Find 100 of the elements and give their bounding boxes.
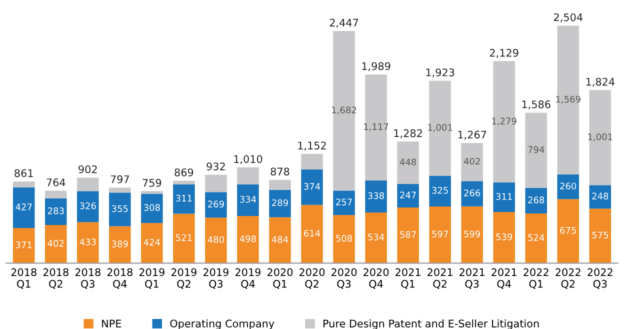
data-label: 1,682 [332, 106, 356, 114]
x-tick-label: 2021 Q3 [460, 268, 484, 289]
total-label: 764 [46, 178, 66, 186]
data-label: 534 [368, 234, 384, 240]
x-tick-label: 2022 Q2 [556, 268, 580, 289]
data-label: 325 [432, 186, 448, 194]
total-label: 1,267 [458, 130, 486, 140]
bar [237, 216, 259, 264]
data-label: 402 [464, 158, 480, 165]
bar [141, 194, 163, 223]
bar [205, 218, 227, 264]
x-tick-label: 2018 Q2 [43, 268, 68, 289]
data-label: 794 [528, 146, 544, 153]
x-tick-label: 2021 Q2 [428, 268, 452, 289]
bar [141, 222, 163, 264]
data-label: 389 [112, 240, 128, 248]
data-label: 338 [368, 192, 384, 200]
bar [333, 31, 355, 191]
x-tick-label: 2020 Q1 [267, 268, 293, 289]
data-label: 599 [464, 230, 480, 238]
data-label: 1,279 [492, 118, 516, 126]
data-label: 1,001 [428, 124, 452, 132]
data-label: 334 [240, 196, 256, 203]
bar [76, 178, 99, 192]
bar [461, 181, 483, 206]
data-label: 371 [16, 241, 32, 248]
bar [557, 26, 580, 174]
data-label: 1,001 [588, 133, 612, 142]
data-label: 433 [80, 238, 96, 246]
x-tick-label: 2019 Q3 [203, 268, 228, 289]
bar [109, 192, 131, 226]
bar [397, 184, 419, 208]
total-label: 1,586 [522, 100, 550, 110]
data-label: 311 [496, 193, 512, 200]
data-label: 521 [176, 234, 192, 242]
total-label: 932 [206, 162, 225, 170]
data-label: 484 [272, 236, 288, 243]
total-label: 878 [270, 168, 290, 176]
data-label: 247 [400, 192, 416, 198]
legend-label: NPE [102, 320, 122, 328]
bar [397, 208, 419, 264]
total-label: 1,824 [586, 78, 614, 87]
x-tick-label: 2019 Q2 [171, 268, 196, 289]
data-label: 427 [16, 204, 32, 210]
data-label: 508 [336, 234, 352, 242]
data-label: 539 [496, 233, 512, 240]
x-tick-label: 2020 Q4 [364, 268, 389, 289]
bar [397, 142, 419, 184]
bar [429, 80, 451, 176]
bar [557, 174, 580, 200]
bar [44, 225, 67, 264]
total-label: 2,129 [490, 48, 518, 58]
x-tick-label: 2021 Q1 [396, 268, 420, 289]
bar [44, 190, 67, 198]
bar [173, 180, 195, 184]
data-label: 524 [528, 234, 544, 241]
legend-label: Pure Design Patent and E-Seller Litigation [324, 319, 539, 329]
bar [333, 214, 355, 264]
data-label: 266 [464, 190, 480, 196]
data-label: 424 [144, 238, 160, 246]
bar [237, 184, 259, 216]
data-label: 326 [80, 202, 96, 210]
total-label: 861 [14, 169, 33, 178]
bar [365, 180, 387, 213]
bar [141, 191, 163, 194]
bar [76, 222, 99, 264]
bar [109, 226, 131, 264]
x-tick-label: 2019 Q1 [139, 268, 164, 289]
data-label: 257 [336, 198, 352, 206]
data-label: 1,117 [364, 123, 388, 131]
bar [12, 187, 35, 228]
total-label: 759 [142, 178, 162, 187]
total-label: 869 [174, 168, 194, 176]
bar [269, 190, 291, 218]
data-label: 1,569 [556, 96, 580, 104]
total-label: 2,504 [554, 13, 582, 22]
x-tick-label: 2022 Q1 [524, 268, 548, 289]
data-label: 269 [208, 200, 224, 208]
bar [205, 192, 227, 218]
bar [301, 204, 323, 264]
bar [237, 167, 259, 184]
bar [205, 174, 227, 192]
bar [589, 208, 612, 264]
data-label: 260 [560, 182, 576, 190]
total-label: 2,447 [330, 18, 358, 28]
data-label: 248 [592, 192, 608, 200]
bar [269, 180, 291, 190]
x-tick-label: 2022 Q3 [588, 268, 612, 289]
bar [589, 185, 612, 209]
data-label: 268 [528, 196, 544, 204]
total-label: 797 [110, 175, 129, 184]
bar [365, 212, 387, 264]
x-tick-label: 2020 Q2 [300, 268, 325, 289]
data-label: 498 [240, 235, 256, 242]
bar [301, 154, 323, 170]
total-label: 1,152 [298, 142, 326, 151]
total-label: 1,989 [362, 62, 390, 72]
data-label: 575 [592, 232, 608, 239]
x-tick-label: 2021 Q4 [492, 268, 516, 289]
bar [44, 198, 67, 226]
